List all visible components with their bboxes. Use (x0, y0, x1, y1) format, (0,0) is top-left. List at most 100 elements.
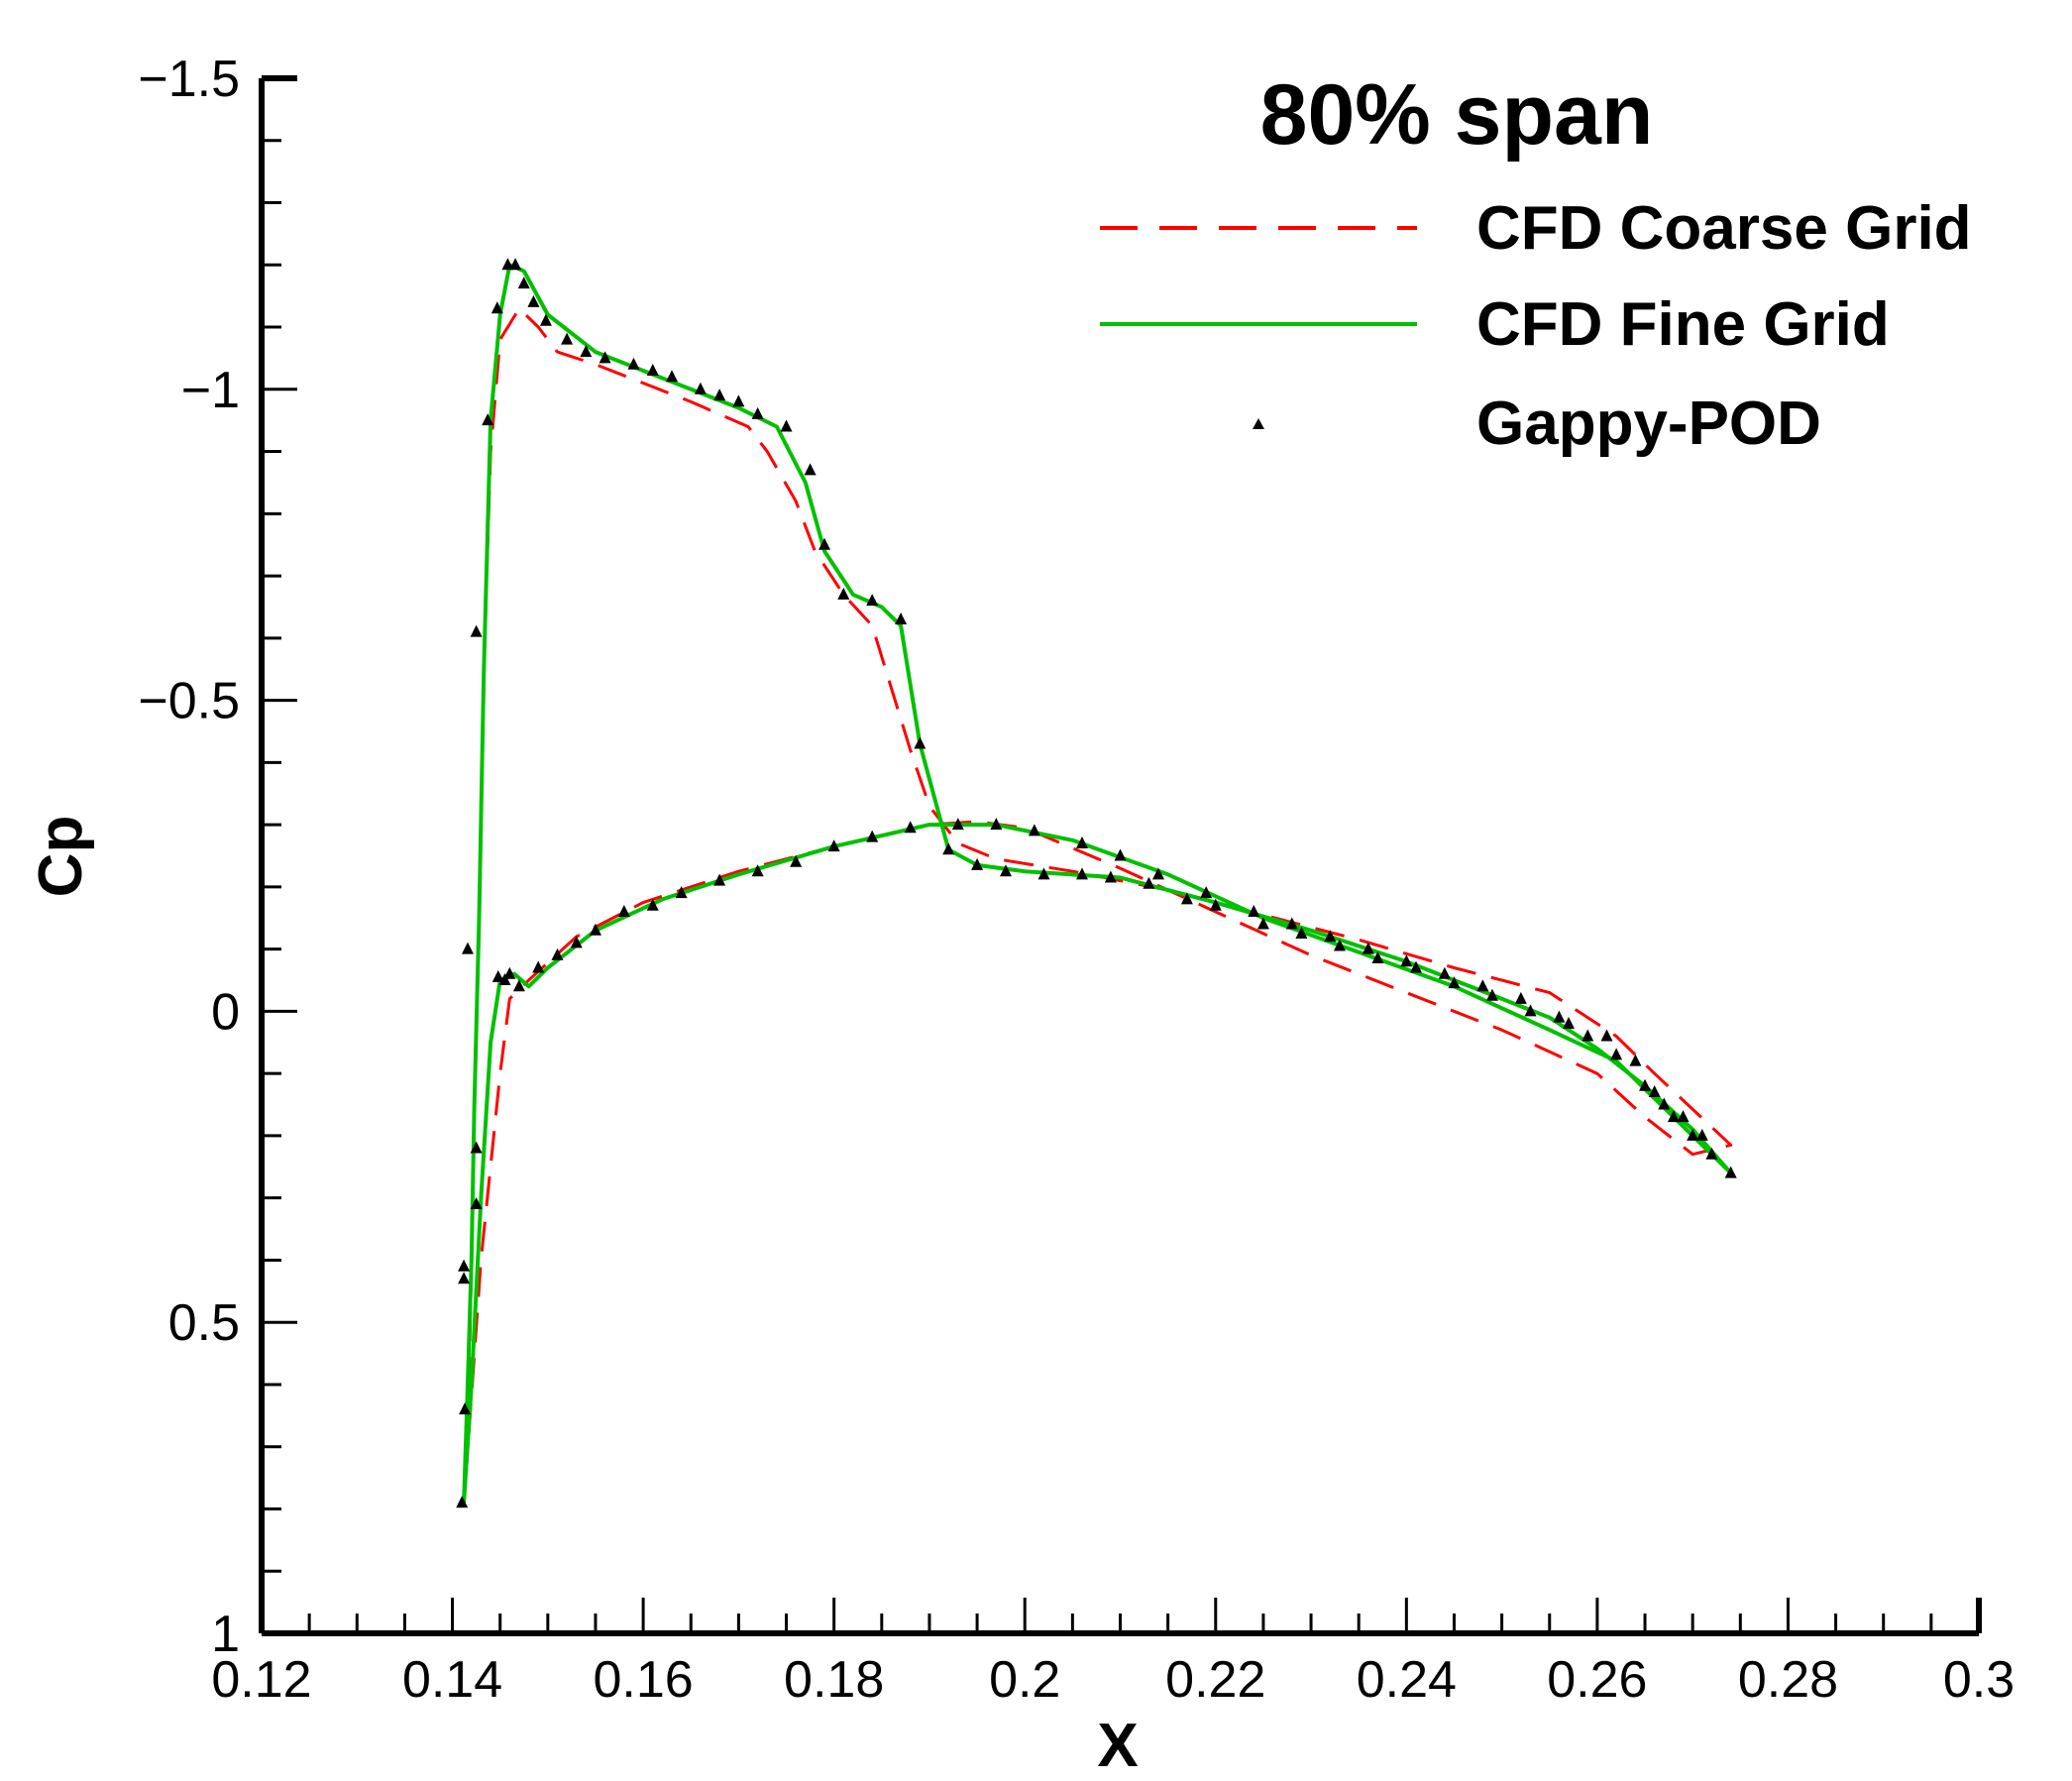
gappy-pod-point (971, 857, 984, 870)
gappy-pod-point (1639, 1078, 1652, 1091)
gappy-pod-point (1104, 870, 1117, 883)
legend-label-coarse: CFD Coarse Grid (1476, 194, 1972, 263)
gappy-pod-point (951, 818, 964, 831)
tick-marks (260, 76, 1981, 1635)
x-tick-label: 0.3 (1943, 1651, 2015, 1709)
gappy-pod-point (866, 594, 879, 607)
gappy-pod-point (512, 979, 525, 992)
gappy-pod-point (589, 923, 601, 936)
gappy-pod-point (1648, 1084, 1661, 1097)
gappy-pod-point (459, 1402, 472, 1415)
gappy-pod-point (1362, 942, 1374, 954)
gappy-pod-point (561, 332, 574, 345)
gappy-pod-point (517, 277, 530, 289)
series-coarse-grid-line (464, 306, 1733, 1479)
gappy-pod-point (914, 736, 927, 749)
gappy-pod-point (713, 873, 726, 886)
gappy-pod-point (866, 830, 879, 842)
gappy-pod-point (1658, 1097, 1671, 1110)
y-tick-label: −1 (181, 362, 240, 419)
gappy-pod-point (732, 394, 745, 407)
x-tick-label: 0.18 (784, 1651, 884, 1709)
gappy-pod-point (999, 864, 1012, 877)
gappy-pod-point (1610, 1048, 1623, 1060)
gappy-pod-point (646, 363, 659, 376)
x-tick-label: 0.14 (402, 1651, 502, 1709)
gappy-pod-point (1248, 904, 1260, 917)
legend-swatch-gappy-pod (1253, 418, 1264, 429)
gappy-pod-point (1524, 1004, 1537, 1017)
gappy-pod-point (827, 839, 840, 852)
gappy-pod-point (458, 1272, 471, 1284)
gappy-pod-point (491, 969, 504, 982)
gappy-pod-point (1371, 951, 1384, 964)
gappy-pod-point (551, 947, 564, 960)
gappy-pod-point (1152, 867, 1165, 880)
gappy-pod-point (675, 886, 688, 899)
gappy-pod-point (818, 537, 831, 550)
gappy-pod-point (627, 357, 640, 370)
gappy-pod-point (1114, 848, 1127, 861)
gappy-pod-point (1409, 960, 1422, 973)
x-tick-label: 0.28 (1738, 1651, 1838, 1709)
gappy-pod-point (1324, 930, 1337, 943)
series-layer (456, 258, 1737, 1508)
gappy-pod-point (790, 854, 803, 867)
gappy-pod-point (804, 463, 817, 476)
gappy-pod-point (491, 301, 503, 314)
x-tick-label: 0.22 (1165, 1651, 1265, 1709)
gappy-pod-point (646, 898, 659, 911)
gappy-pod-point (461, 942, 474, 954)
gappy-pod-point (942, 842, 955, 855)
chart-title: 80% span (1260, 67, 1654, 163)
gappy-pod-point (1143, 876, 1155, 889)
gappy-pod-point (503, 966, 516, 979)
x-tick-label: 0.26 (1547, 1651, 1647, 1709)
gappy-pod-point (470, 624, 483, 637)
tick-labels: 0.12 0.14 0.16 0.18 0.2 0.22 0.24 0.26 0.28 0.3 −1… (138, 51, 2015, 1709)
x-tick-label: 0.12 (211, 1651, 311, 1709)
gappy-pod-point (1629, 1054, 1642, 1066)
gappy-pod-point (904, 821, 917, 834)
gappy-pod-point (570, 936, 583, 948)
gappy-pod-point (617, 904, 630, 917)
legend-label-gappy-pod: Gappy-POD (1476, 390, 1821, 458)
legend: CFD Coarse Grid CFD Fine Grid Gappy-POD (1100, 194, 1972, 458)
gappy-pod-point (1075, 835, 1088, 848)
gappy-pod-point (665, 370, 678, 383)
gappy-pod-point (1037, 867, 1050, 880)
x-tick-label: 0.24 (1357, 1651, 1457, 1709)
gappy-pod-point (458, 1259, 471, 1272)
gappy-pod-point (895, 612, 908, 625)
gappy-pod-point (501, 258, 514, 271)
gappy-pod-point (1075, 867, 1088, 880)
y-tick-label: −1.5 (138, 51, 240, 108)
gappy-pod-point (482, 413, 494, 426)
gappy-pod-point (1180, 892, 1193, 905)
y-tick-label: 0.5 (168, 1294, 240, 1352)
gappy-pod-point (1285, 917, 1298, 930)
legend-label-fine: CFD Fine Grid (1476, 290, 1890, 359)
gappy-pod-point (456, 1496, 469, 1508)
gappy-pod-point (1553, 1010, 1566, 1023)
gappy-pod-point (1448, 976, 1461, 989)
y-axis-title: Cp (27, 816, 95, 898)
gappy-pod-point (1476, 979, 1489, 992)
series-gappy-pod-markers (456, 258, 1737, 1508)
gappy-pod-point (1563, 1016, 1576, 1029)
gappy-pod-point (1667, 1110, 1680, 1123)
gappy-pod-point (1514, 991, 1527, 1004)
gappy-pod-point (1209, 898, 1222, 911)
gappy-pod-point (470, 1141, 483, 1154)
gappy-pod-point (1600, 1029, 1613, 1042)
gappy-pod-point (1028, 824, 1040, 836)
gappy-pod-point (990, 818, 1003, 831)
gappy-pod-point (1485, 988, 1498, 1001)
gappy-pod-point (713, 389, 726, 401)
gappy-pod-point (694, 382, 707, 394)
gappy-pod-point (1705, 1147, 1718, 1160)
gappy-pod-point (780, 419, 793, 432)
gappy-pod-point (539, 313, 552, 326)
gappy-pod-point (1724, 1166, 1737, 1178)
